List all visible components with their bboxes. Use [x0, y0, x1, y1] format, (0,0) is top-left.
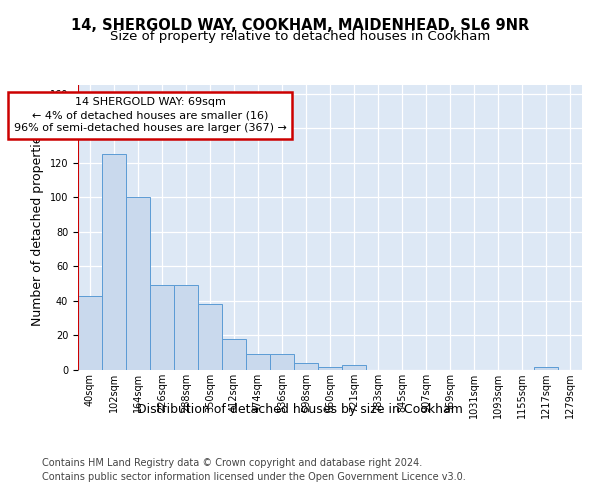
Bar: [246, 354, 270, 370]
Bar: [270, 354, 294, 370]
Bar: [174, 286, 198, 370]
Bar: [294, 363, 318, 370]
Bar: [102, 154, 126, 370]
Text: Contains HM Land Registry data © Crown copyright and database right 2024.
Contai: Contains HM Land Registry data © Crown c…: [42, 458, 466, 481]
Bar: [222, 339, 246, 370]
Bar: [534, 366, 558, 370]
Bar: [78, 296, 102, 370]
Bar: [198, 304, 222, 370]
Text: 14, SHERGOLD WAY, COOKHAM, MAIDENHEAD, SL6 9NR: 14, SHERGOLD WAY, COOKHAM, MAIDENHEAD, S…: [71, 18, 529, 32]
Text: 14 SHERGOLD WAY: 69sqm
← 4% of detached houses are smaller (16)
96% of semi-deta: 14 SHERGOLD WAY: 69sqm ← 4% of detached …: [14, 97, 286, 134]
Text: Size of property relative to detached houses in Cookham: Size of property relative to detached ho…: [110, 30, 490, 43]
Text: Distribution of detached houses by size in Cookham: Distribution of detached houses by size …: [137, 402, 463, 415]
Bar: [126, 198, 150, 370]
Bar: [150, 286, 174, 370]
Bar: [342, 365, 366, 370]
Y-axis label: Number of detached properties: Number of detached properties: [31, 129, 44, 326]
Bar: [318, 366, 342, 370]
